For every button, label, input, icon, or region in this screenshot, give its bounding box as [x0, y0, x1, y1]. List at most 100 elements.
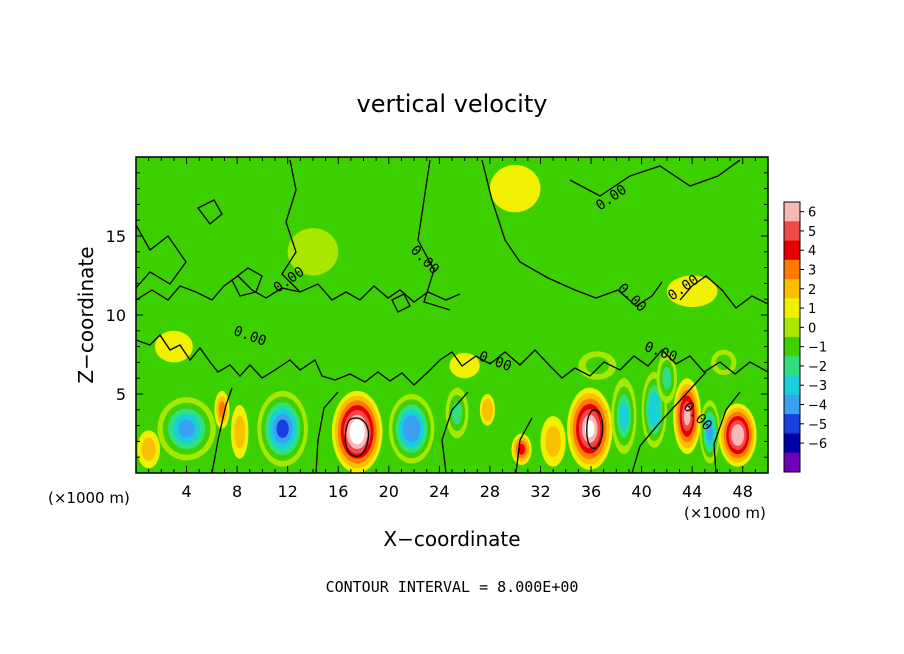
velocity-cell-4 — [331, 390, 383, 473]
colorbar-swatch — [784, 279, 800, 299]
velocity-cell-22 — [287, 228, 339, 276]
colorbar-tick-label: 0 — [808, 321, 816, 336]
zero-contour-loop-2 — [197, 199, 223, 225]
x-tick-label: 44 — [682, 482, 702, 501]
zero-contour-upper-3 — [417, 159, 451, 311]
velocity-cell-6 — [445, 387, 469, 439]
zero-contour-upper-4 — [481, 159, 663, 307]
colorbar-swatch — [784, 317, 800, 338]
colorbar-tick-label: 6 — [808, 206, 816, 221]
colorbar-swatch — [784, 202, 800, 222]
colorbar-tick-label: 4 — [808, 244, 816, 259]
zero-contour-lower-2 — [315, 391, 339, 473]
x-tick-label: 8 — [232, 482, 242, 501]
x-tick-label: 40 — [631, 482, 651, 501]
zero-contour-main — [136, 333, 768, 386]
contour-interval-note: CONTOUR INTERVAL = 8.000E+00 — [326, 578, 579, 596]
velocity-field — [136, 157, 768, 473]
x-tick-label: 36 — [581, 482, 601, 501]
velocity-level — [545, 425, 561, 457]
velocity-level — [178, 419, 195, 438]
velocity-level — [141, 437, 156, 461]
x-tick-label: 4 — [181, 482, 191, 501]
x-tick-label: 28 — [480, 482, 500, 501]
velocity-cell-21 — [154, 330, 193, 363]
colorbar-tick-label: −2 — [808, 360, 827, 375]
inner-contour-16 — [344, 417, 370, 458]
colorbar-swatch — [784, 337, 800, 357]
velocity-level — [733, 428, 742, 442]
velocity-level — [650, 398, 658, 421]
chart-title: vertical velocity — [357, 90, 548, 118]
colorbar-swatch — [784, 356, 800, 377]
colorbar-swatch — [784, 414, 800, 434]
colorbar-swatch — [784, 221, 800, 242]
zero-contour-lines — [136, 159, 768, 473]
y-tick-label: 5 — [116, 385, 126, 404]
velocity-cell-24 — [666, 275, 718, 308]
colorbar-frame — [783, 201, 801, 473]
velocity-level — [455, 357, 474, 374]
x-axis-label: X−coordinate — [383, 527, 520, 551]
colorbar-tick-label: −3 — [808, 379, 827, 394]
colorbar-swatch — [784, 452, 800, 473]
colorbar-tick-label: −4 — [808, 399, 827, 414]
zero-contour-loop-3 — [391, 293, 411, 313]
velocity-cell-20 — [711, 349, 737, 376]
x-tick-label: 20 — [379, 482, 399, 501]
colorbar-tick-label: −5 — [808, 418, 827, 433]
colorbar-tick-label: 1 — [808, 302, 816, 317]
zero-contour-upper-5 — [569, 159, 741, 197]
zero-contour-lower-1 — [211, 387, 233, 473]
x-tick-label: 16 — [328, 482, 348, 501]
zero-contour-lower-5 — [631, 371, 707, 473]
velocity-cell-17 — [137, 430, 161, 469]
velocity-level — [619, 402, 629, 430]
y-tick-label: 15 — [106, 227, 126, 246]
velocity-cell-16 — [718, 403, 757, 467]
zero-contour-right — [679, 275, 768, 309]
velocity-cell-23 — [489, 164, 541, 213]
velocity-level — [406, 420, 418, 438]
velocity-cell-7 — [479, 394, 495, 426]
x-tick-label: 48 — [733, 482, 753, 501]
zero-contour-left-upper — [136, 224, 187, 289]
colorbar-swatch — [784, 240, 800, 261]
velocity-cell-3 — [257, 390, 308, 467]
zero-contour-upper-2 — [281, 159, 301, 293]
velocity-level — [489, 164, 541, 213]
velocity-level — [585, 356, 610, 375]
velocity-cell-0 — [157, 397, 216, 461]
colorbar-swatch — [784, 298, 800, 319]
colorbar-swatch — [784, 394, 800, 415]
velocity-level — [162, 336, 186, 357]
colorbar-swatch — [784, 433, 800, 454]
colorbar-tick-label: 3 — [808, 264, 816, 279]
velocity-cell-18 — [578, 351, 617, 380]
colorbar-swatch — [784, 259, 800, 280]
velocity-level — [287, 228, 339, 276]
x-tick-label: 24 — [429, 482, 449, 501]
velocity-cell-5 — [388, 394, 435, 464]
y-axis-label: Z−coordinate — [74, 246, 98, 383]
velocity-level — [715, 354, 732, 371]
zero-contour-lower-6 — [713, 391, 741, 473]
x-tick-label: 12 — [278, 482, 298, 501]
inner-contour-36 — [586, 409, 604, 450]
velocity-level — [676, 281, 708, 302]
velocity-level — [683, 406, 691, 426]
y-tick-label: 10 — [106, 306, 126, 325]
velocity-level — [234, 415, 246, 449]
velocity-cell-2 — [230, 405, 249, 459]
velocity-cell-1 — [214, 390, 230, 429]
zero-contour-lower-3 — [441, 391, 469, 473]
zero-contour-loop-1 — [231, 267, 263, 297]
colorbar-tick-label: 2 — [808, 283, 816, 298]
velocity-level — [276, 419, 289, 438]
colorbar-swatch — [784, 375, 800, 396]
colorbar: 6 5 4 3 2 1 0 −1 −2 −3 −4 −5 −6 — [783, 201, 827, 473]
velocity-level — [706, 422, 713, 441]
velocity-cell-9 — [540, 416, 566, 467]
x-axis: 4 8 12 16 20 24 28 32 36 40 44 48 — [148, 157, 756, 501]
